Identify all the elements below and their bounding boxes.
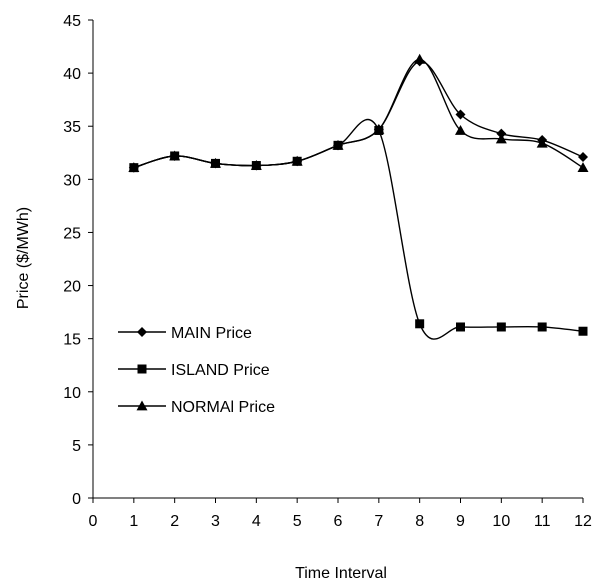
x-tick-label: 4 <box>252 513 261 530</box>
series-line <box>133 118 584 340</box>
data-point-square <box>374 125 384 135</box>
x-tick-label: 10 <box>492 513 510 530</box>
x-tick-label: 8 <box>415 513 424 530</box>
series-triangle <box>128 53 589 173</box>
x-tick-label: 12 <box>574 513 592 530</box>
y-tick-label: 45 <box>63 13 81 30</box>
x-tick-label: 7 <box>374 513 383 530</box>
legend-item: MAIN Price <box>118 325 252 342</box>
legend-item: ISLAND Price <box>118 362 270 379</box>
y-tick-label: 25 <box>63 225 81 242</box>
data-point-square <box>251 161 261 171</box>
data-point-square <box>456 322 465 332</box>
legend-marker-diamond <box>137 327 147 337</box>
data-point-square <box>211 158 220 168</box>
x-tick-label: 2 <box>170 513 179 530</box>
y-axis-ticks: 0 5 10 15 20 25 30 35 40 45 <box>63 13 93 508</box>
x-tick-label: 11 <box>534 513 551 530</box>
y-tick-label: 40 <box>63 66 81 83</box>
series-square <box>129 118 588 340</box>
legend-label: ISLAND Price <box>171 362 270 379</box>
y-tick-label: 30 <box>63 172 81 189</box>
y-tick-label: 0 <box>72 491 81 508</box>
x-tick-label: 5 <box>293 513 302 530</box>
data-point-diamond <box>414 56 425 67</box>
x-tick-label: 1 <box>129 513 138 530</box>
y-tick-label: 15 <box>63 332 81 349</box>
data-point-diamond <box>578 152 588 163</box>
series-line <box>133 60 584 169</box>
data-point-square <box>415 319 425 329</box>
series-layer <box>128 53 589 340</box>
legend: MAIN Price ISLAND Price NORMAl Price <box>118 325 275 416</box>
series-line <box>133 58 584 169</box>
data-point-square <box>578 326 588 336</box>
axes <box>92 20 583 499</box>
data-point-square <box>496 322 506 332</box>
data-point-square <box>537 322 547 332</box>
x-axis-title: Time Interval <box>295 565 387 582</box>
legend-marker-triangle <box>136 400 148 411</box>
y-tick-label: 35 <box>63 119 81 136</box>
data-point-diamond <box>537 135 548 146</box>
x-tick-label: 3 <box>211 513 220 530</box>
y-tick-label: 20 <box>63 279 81 296</box>
series-diamond <box>128 56 588 173</box>
legend-item: NORMAl Price <box>118 399 275 416</box>
x-axis-ticks: 0 1 2 3 4 5 6 7 8 9 10 11 12 <box>89 498 592 530</box>
y-tick-label: 10 <box>63 385 81 402</box>
legend-marker-square <box>137 364 147 374</box>
x-tick-label: 9 <box>456 513 465 530</box>
legend-label: NORMAl Price <box>171 399 275 416</box>
x-tick-label: 6 <box>334 513 343 530</box>
y-tick-label: 5 <box>72 438 81 455</box>
data-point-triangle <box>577 162 589 173</box>
data-point-diamond <box>496 128 507 139</box>
data-point-square <box>129 163 139 173</box>
data-point-diamond <box>455 109 466 120</box>
y-axis-title: Price ($/MWh) <box>15 207 32 309</box>
data-point-square <box>170 151 180 161</box>
x-tick-label: 0 <box>89 513 98 530</box>
data-point-square <box>333 140 343 150</box>
data-point-square <box>292 156 302 166</box>
data-point-triangle <box>455 124 466 135</box>
legend-label: MAIN Price <box>171 325 252 342</box>
